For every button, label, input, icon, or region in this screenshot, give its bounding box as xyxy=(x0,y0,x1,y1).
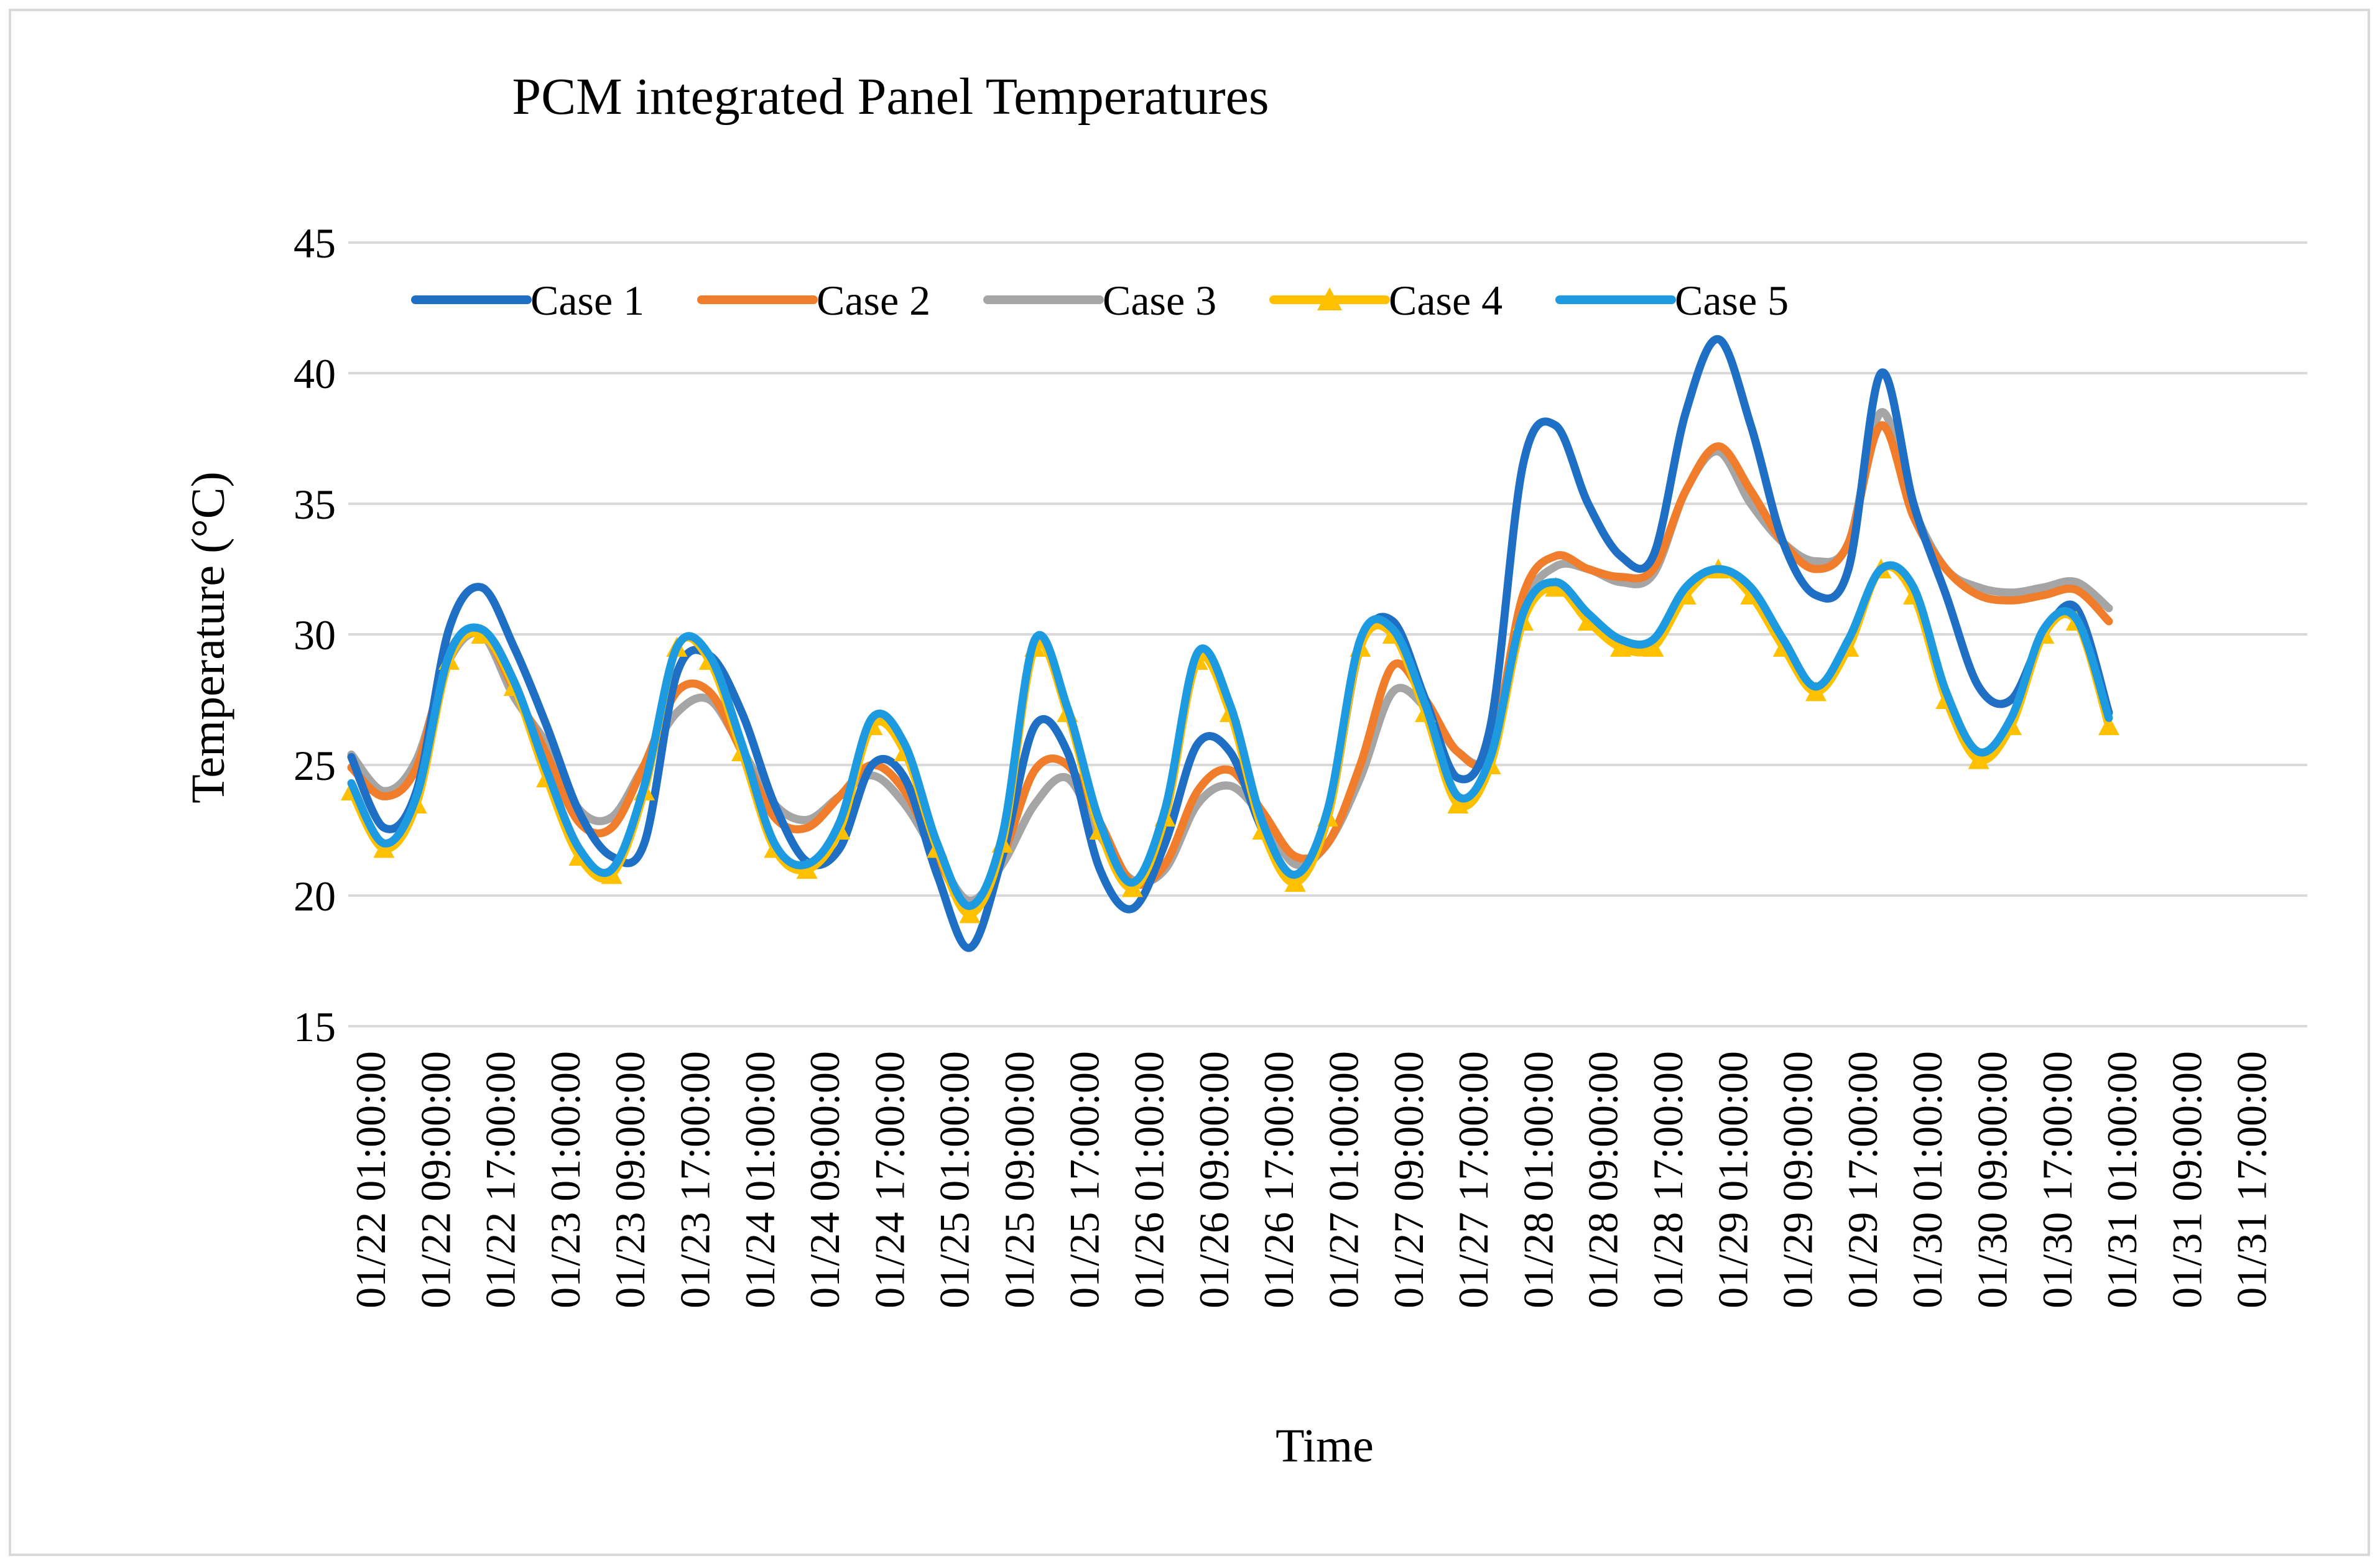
y-tick-label: 25 xyxy=(294,742,336,789)
series-layer xyxy=(341,335,2119,952)
legend-item-case-3: Case 3 xyxy=(983,277,1216,324)
data-point-case-4 xyxy=(373,838,395,858)
legend-item-case-1: Case 1 xyxy=(411,277,644,324)
x-tick-label: 01/30 17:00:00 xyxy=(2034,1051,2081,1309)
series-case-5 xyxy=(347,561,2113,910)
x-tick-label: 01/31 09:00:00 xyxy=(2163,1051,2210,1309)
legend-label: Case 5 xyxy=(1675,277,1789,324)
legend-item-case-4: Case 4 xyxy=(1269,277,1503,324)
data-point-case-4 xyxy=(1642,637,1664,657)
x-tick-label: 01/29 01:00:00 xyxy=(1709,1051,1756,1309)
data-point-case-4 xyxy=(1968,749,1989,769)
legend-label: Case 1 xyxy=(530,277,644,324)
x-tick-label: 01/29 17:00:00 xyxy=(1839,1051,1886,1309)
data-point-case-4 xyxy=(2098,715,2119,735)
y-axis-ticks: 15 20 25 30 35 40 45 xyxy=(294,220,336,1050)
x-tick-label: 01/31 17:00:00 xyxy=(2228,1051,2276,1309)
x-tick-label: 01/24 17:00:00 xyxy=(866,1051,913,1309)
x-tick-label: 01/27 09:00:00 xyxy=(1385,1051,1432,1309)
x-tick-label: 01/29 09:00:00 xyxy=(1774,1051,1822,1309)
legend-label: Case 3 xyxy=(1103,277,1216,324)
series-case-2 xyxy=(347,421,2113,913)
data-point-case-4 xyxy=(1447,794,1469,813)
x-tick-label: 01/28 17:00:00 xyxy=(1644,1051,1692,1309)
x-tick-label: 01/22 17:00:00 xyxy=(477,1051,524,1309)
x-tick-label: 01/26 09:00:00 xyxy=(1190,1051,1238,1309)
legend-item-case-5: Case 5 xyxy=(1555,277,1789,324)
x-tick-label: 01/24 01:00:00 xyxy=(736,1051,784,1309)
data-point-case-4 xyxy=(959,903,981,924)
legend-item-case-2: Case 2 xyxy=(697,277,930,324)
x-tick-label: 01/27 01:00:00 xyxy=(1320,1051,1368,1309)
x-tick-label: 01/25 09:00:00 xyxy=(996,1051,1043,1309)
series-line-case-2 xyxy=(347,421,2113,913)
x-tick-label: 01/30 09:00:00 xyxy=(1969,1051,2016,1309)
x-tick-label: 01/23 09:00:00 xyxy=(606,1051,654,1309)
legend-label: Case 4 xyxy=(1389,277,1503,324)
x-tick-label: 01/23 01:00:00 xyxy=(542,1051,589,1309)
y-tick-label: 20 xyxy=(294,873,336,920)
x-tick-label: 01/22 09:00:00 xyxy=(412,1051,459,1309)
x-tick-label: 01/26 01:00:00 xyxy=(1126,1051,1173,1309)
series-line-case-5 xyxy=(347,561,2113,910)
legend: Case 1 Case 2 Case 3 Case 4 Case 5 xyxy=(411,277,1789,324)
data-point-case-4 xyxy=(1284,872,1306,892)
x-tick-label: 01/28 01:00:00 xyxy=(1514,1051,1562,1309)
x-axis-ticks: 01/22 01:00:00 01/22 09:00:00 01/22 17:00:… xyxy=(347,1051,2276,1309)
x-tick-label: 01/23 17:00:00 xyxy=(672,1051,719,1309)
y-tick-label: 30 xyxy=(294,611,336,659)
x-tick-label: 01/25 17:00:00 xyxy=(1060,1051,1108,1309)
y-tick-label: 40 xyxy=(294,350,336,397)
x-tick-label: 01/22 01:00:00 xyxy=(347,1051,394,1309)
x-tick-label: 01/30 01:00:00 xyxy=(1904,1051,1951,1309)
y-axis-title: Temperature (°C) xyxy=(182,471,234,804)
data-point-case-4 xyxy=(1610,637,1631,657)
legend-label: Case 2 xyxy=(817,277,930,324)
data-point-case-4 xyxy=(1545,577,1567,597)
x-tick-label: 01/27 17:00:00 xyxy=(1450,1051,1497,1309)
chart-title: PCM integrated Panel Temperatures xyxy=(512,68,1269,126)
data-point-case-4 xyxy=(1577,611,1599,631)
x-tick-label: 01/31 01:00:00 xyxy=(2098,1051,2146,1309)
y-tick-label: 45 xyxy=(294,220,336,267)
y-tick-label: 15 xyxy=(294,1003,336,1050)
gridlines xyxy=(348,241,2307,1027)
x-tick-label: 01/24 09:00:00 xyxy=(801,1051,848,1309)
x-tick-label: 01/26 17:00:00 xyxy=(1255,1051,1302,1309)
x-tick-label: 01/25 01:00:00 xyxy=(931,1051,978,1309)
x-axis-title: Time xyxy=(1276,1420,1374,1472)
data-point-case-4 xyxy=(1122,877,1143,897)
x-tick-label: 01/28 09:00:00 xyxy=(1580,1051,1627,1309)
data-point-case-4 xyxy=(1805,681,1827,702)
y-tick-label: 35 xyxy=(294,481,336,528)
legend-marker xyxy=(1317,287,1342,310)
data-point-case-4 xyxy=(796,859,818,879)
